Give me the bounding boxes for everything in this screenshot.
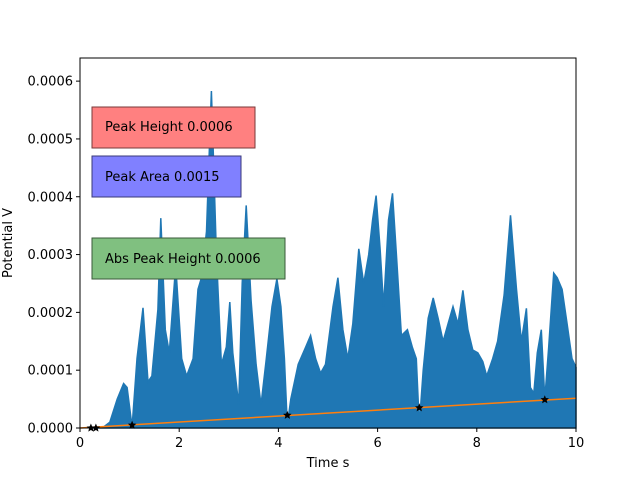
y-tick-label: 0.0006 [28,75,74,90]
annotation-peak-area-text: Peak Area 0.0015 [105,170,220,185]
y-tick-label: 0.0004 [28,190,74,205]
x-tick-label: 4 [274,436,282,451]
x-tick-label: 10 [568,436,585,451]
annotation-abs-peak-height-text: Abs Peak Height 0.0006 [105,252,261,267]
annotation-peak-area: Peak Area 0.0015 [91,155,242,198]
peak-marker [415,403,424,412]
annotation-abs-peak-height-box [91,237,286,280]
baseline-line [79,397,577,429]
axes-frame [79,57,577,429]
annotation-peak-height-box [91,106,256,149]
x-tick-label: 8 [473,436,481,451]
y-tick-label: 0.0001 [28,364,74,379]
peak-marker [127,420,137,429]
annotation-peak-height: Peak Height 0.0006 [91,106,256,149]
y-tick-label: 0.0003 [28,248,74,263]
x-axis-label: Time s [306,456,350,471]
x-axis: 0 2 4 6 8 10 [76,428,584,451]
peak-marker [283,410,292,419]
x-tick-label: 6 [373,436,381,451]
y-tick-label: 0.0002 [28,306,74,321]
x-tick-label: 2 [175,436,183,451]
annotation-peak-height-text: Peak Height 0.0006 [105,120,233,135]
y-axis: 0.0000 0.0001 0.0002 0.0003 0.0004 0.0005 0.00… [28,75,80,437]
y-axis-label: Potential V [1,208,16,278]
y-tick-label: 0.0000 [28,422,74,437]
peak-marker [540,395,549,404]
y-tick-label: 0.0005 [28,132,74,147]
annotation-abs-peak-height: Abs Peak Height 0.0006 [91,237,286,280]
annotation-peak-area-box [91,155,242,198]
x-tick-label: 0 [76,436,84,451]
